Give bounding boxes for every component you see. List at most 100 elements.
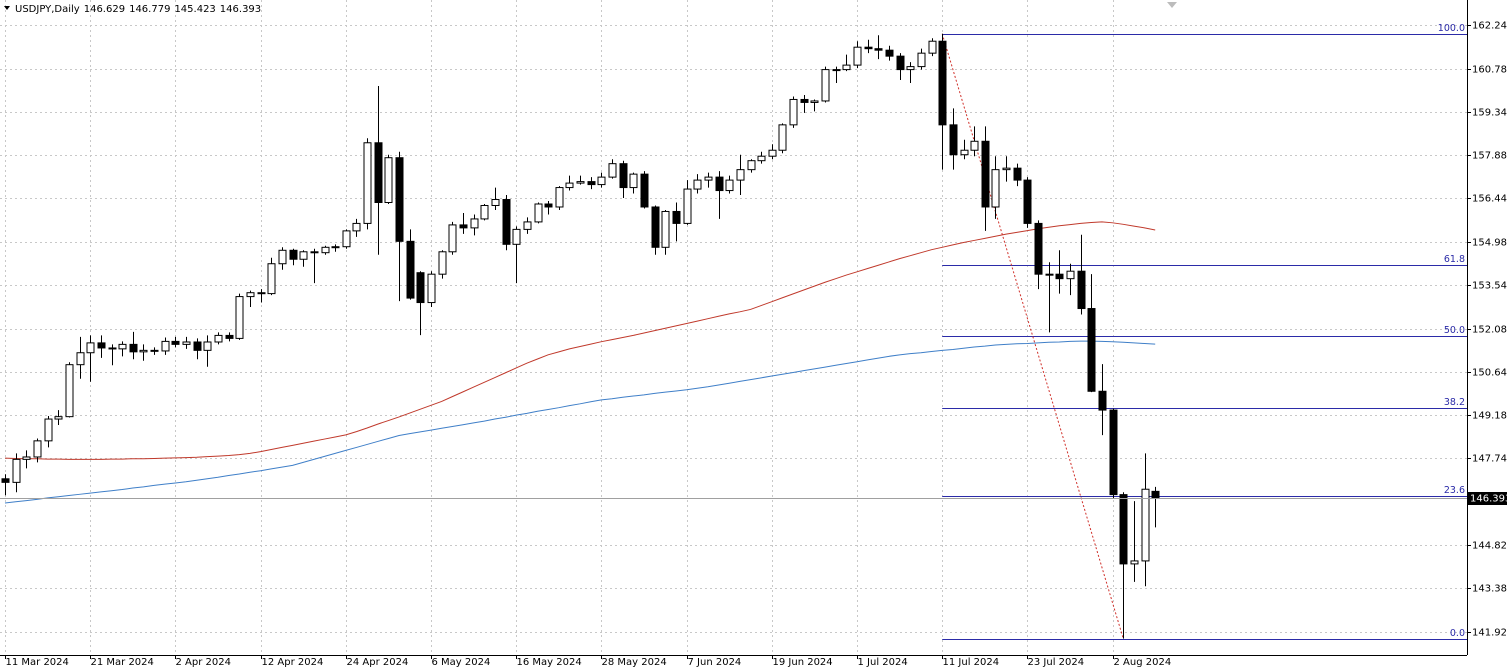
- candle-body: [874, 48, 883, 51]
- low-value: 145.423: [174, 4, 215, 15]
- candle-body: [885, 49, 894, 57]
- candle-body: [246, 292, 255, 298]
- candle-body: [832, 69, 841, 72]
- candle-body: [597, 176, 606, 186]
- x-tick-label: 12 Apr 2024: [262, 657, 324, 668]
- menu-arrow[interactable]: [4, 6, 10, 10]
- candle-body: [331, 246, 340, 249]
- candle-body: [693, 179, 702, 190]
- candle-body: [672, 210, 681, 224]
- candle-body: [683, 188, 692, 224]
- x-tick-label: 28 May 2024: [602, 657, 667, 668]
- candle-body: [161, 340, 170, 352]
- candle-body: [257, 292, 266, 295]
- x-tick-label: 24 Apr 2024: [347, 657, 409, 668]
- x-tick-label: 19 Jun 2024: [773, 657, 833, 668]
- candle-body: [1034, 222, 1043, 275]
- x-tick-label: 1 Jul 2024: [858, 657, 908, 668]
- candle-body: [352, 222, 361, 232]
- candle-body: [1045, 273, 1054, 276]
- candle-body: [86, 342, 95, 354]
- candle-body: [587, 181, 596, 186]
- candle-body: [395, 157, 404, 242]
- x-tick-label: 2 Aug 2024: [1114, 657, 1172, 668]
- candle-body: [1130, 560, 1139, 565]
- moving-average: [4, 221, 1156, 460]
- candle-body: [896, 55, 905, 71]
- candle-body: [757, 155, 766, 162]
- candle-body: [470, 218, 479, 229]
- candle-body: [225, 334, 234, 339]
- fib-label: 50.0: [1444, 325, 1465, 336]
- candle-body: [1066, 270, 1075, 280]
- candle-body: [438, 251, 447, 275]
- candle-body: [651, 206, 660, 248]
- fib-label: 61.8: [1444, 254, 1465, 265]
- candle-body: [949, 124, 958, 156]
- candle-body: [129, 343, 138, 353]
- candle-body: [736, 169, 745, 181]
- candle-body: [970, 140, 979, 151]
- candle-body: [747, 160, 756, 171]
- grid: [0, 0, 1467, 655]
- candle-body: [289, 249, 298, 260]
- candle-body: [97, 342, 106, 349]
- close-value: 146.393: [220, 4, 261, 15]
- y-tick-label: 144.820: [1472, 541, 1507, 552]
- y-tick-label: 152.080: [1472, 325, 1507, 336]
- fib-label: 23.6: [1444, 485, 1465, 496]
- candle-body: [278, 249, 287, 265]
- candle-body: [65, 364, 74, 418]
- candle-body: [565, 182, 574, 189]
- candle-body: [22, 456, 31, 460]
- fib-trendline: [941, 33, 1124, 639]
- candle-body: [864, 46, 873, 50]
- candle-body: [108, 347, 117, 350]
- candle-body: [789, 98, 798, 126]
- candle-body: [363, 142, 372, 224]
- moving-average: [4, 340, 1156, 504]
- candle-body: [502, 199, 511, 245]
- open-value: 146.629: [84, 4, 125, 15]
- candle-body: [235, 296, 244, 339]
- candle-body: [193, 341, 202, 351]
- candle-body: [715, 176, 724, 192]
- y-tick-label: 149.180: [1472, 411, 1507, 422]
- candle-body: [534, 203, 543, 223]
- candle-body: [491, 199, 500, 206]
- candle-body: [800, 98, 809, 103]
- symbol: USDJPY,Daily: [15, 4, 80, 15]
- candle-body: [459, 224, 468, 229]
- candle-body: [842, 64, 851, 71]
- shift-marker: [1167, 2, 1177, 8]
- candle-body: [1077, 270, 1086, 310]
- x-tick-label: 21 Mar 2024: [91, 657, 154, 668]
- candle-body: [523, 221, 532, 230]
- candle-body: [203, 341, 212, 351]
- candle-body: [778, 124, 787, 151]
- candle-body: [416, 272, 425, 304]
- candle-body: [299, 251, 308, 260]
- candle-body: [906, 66, 915, 71]
- candle-body: [1, 478, 10, 483]
- candle-body: [182, 341, 191, 345]
- candle-body: [310, 251, 319, 254]
- fib-label: 38.2: [1444, 397, 1465, 408]
- y-tick-label: 159.340: [1472, 108, 1507, 119]
- candle-body: [512, 228, 521, 245]
- candle-body: [448, 224, 457, 253]
- header: USDJPY,Daily 146.629 146.779 145.423 146.393: [15, 4, 261, 15]
- candle-body: [608, 163, 617, 178]
- x-tick-label: 23 Jul 2024: [1028, 657, 1085, 668]
- candle-body: [139, 349, 148, 353]
- candle-body: [44, 418, 53, 442]
- plot: 100.0 61.8 50.0 38.2 23.6 0.0: [0, 23, 1467, 640]
- candle-body: [54, 416, 63, 420]
- y-tick-label: 153.540: [1472, 281, 1507, 292]
- x-tick-label: 2 Apr 2024: [176, 657, 231, 668]
- fib-label: 100.0: [1438, 23, 1465, 34]
- candle-body: [76, 352, 85, 366]
- candle-body: [810, 100, 819, 103]
